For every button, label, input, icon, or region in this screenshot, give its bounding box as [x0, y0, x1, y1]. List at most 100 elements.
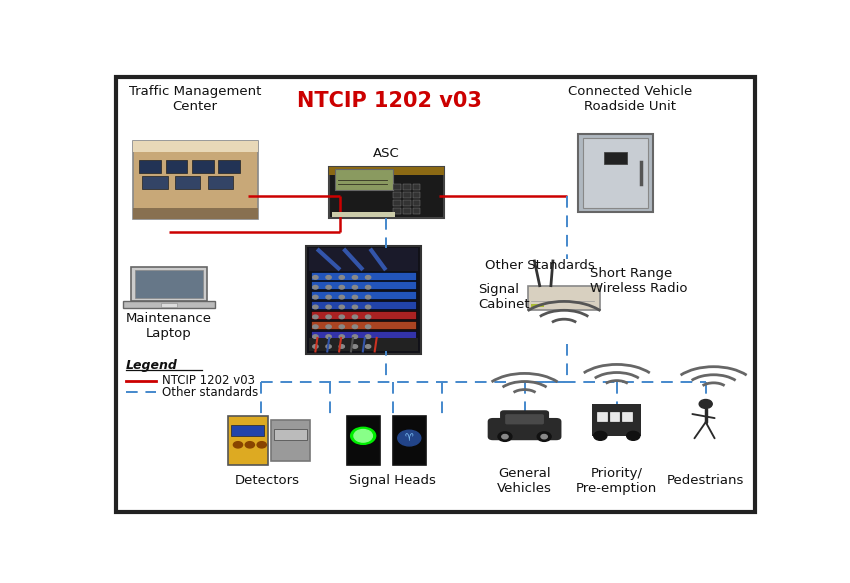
FancyBboxPatch shape: [208, 176, 234, 189]
Circle shape: [366, 325, 371, 329]
FancyBboxPatch shape: [393, 192, 400, 198]
Text: Signal
Cabinet: Signal Cabinet: [479, 283, 530, 311]
FancyBboxPatch shape: [403, 184, 411, 189]
FancyBboxPatch shape: [309, 338, 417, 352]
Text: Other Standards: Other Standards: [485, 259, 595, 272]
FancyBboxPatch shape: [133, 141, 258, 219]
FancyBboxPatch shape: [412, 200, 421, 206]
Circle shape: [626, 431, 640, 440]
FancyBboxPatch shape: [583, 138, 648, 208]
FancyBboxPatch shape: [609, 412, 620, 422]
FancyBboxPatch shape: [311, 292, 416, 299]
Text: Priority/
Pre-emption: Priority/ Pre-emption: [576, 467, 657, 495]
Circle shape: [339, 296, 344, 299]
Circle shape: [339, 325, 344, 329]
Circle shape: [502, 434, 508, 439]
FancyBboxPatch shape: [412, 208, 421, 214]
Circle shape: [326, 276, 332, 279]
Circle shape: [246, 442, 254, 448]
FancyBboxPatch shape: [133, 141, 258, 152]
Circle shape: [398, 430, 421, 446]
Circle shape: [352, 276, 358, 279]
Text: Traffic Management
Center: Traffic Management Center: [129, 85, 261, 113]
Circle shape: [313, 276, 318, 279]
Circle shape: [352, 315, 358, 319]
Text: ♈: ♈: [405, 433, 414, 443]
Circle shape: [366, 315, 371, 319]
Circle shape: [339, 305, 344, 309]
Circle shape: [498, 432, 512, 441]
Circle shape: [313, 286, 318, 289]
Circle shape: [351, 427, 376, 444]
Circle shape: [352, 296, 358, 299]
Circle shape: [352, 286, 358, 289]
FancyBboxPatch shape: [604, 152, 627, 164]
Circle shape: [313, 335, 318, 338]
Circle shape: [354, 430, 372, 442]
Text: Detectors: Detectors: [235, 474, 300, 487]
Circle shape: [257, 442, 266, 448]
FancyBboxPatch shape: [309, 248, 417, 271]
Circle shape: [326, 305, 332, 309]
Circle shape: [366, 335, 371, 338]
Circle shape: [326, 335, 332, 338]
FancyBboxPatch shape: [403, 200, 411, 206]
Circle shape: [366, 345, 371, 348]
Text: ASC: ASC: [373, 146, 399, 160]
FancyBboxPatch shape: [403, 208, 411, 214]
Circle shape: [326, 325, 332, 329]
FancyBboxPatch shape: [231, 424, 264, 436]
Circle shape: [366, 276, 371, 279]
Text: Pedestrians: Pedestrians: [667, 474, 745, 487]
Circle shape: [366, 286, 371, 289]
Circle shape: [326, 296, 332, 299]
FancyBboxPatch shape: [311, 282, 416, 290]
FancyBboxPatch shape: [347, 416, 380, 465]
Circle shape: [326, 286, 332, 289]
FancyBboxPatch shape: [597, 412, 607, 422]
Circle shape: [326, 315, 332, 319]
FancyBboxPatch shape: [161, 303, 177, 307]
Circle shape: [313, 305, 318, 309]
Text: Short Range
Wireless Radio: Short Range Wireless Radio: [591, 267, 688, 295]
FancyBboxPatch shape: [403, 192, 411, 198]
Circle shape: [313, 345, 318, 348]
Text: Connected Vehicle
Roadside Unit: Connected Vehicle Roadside Unit: [568, 85, 692, 113]
Circle shape: [352, 345, 358, 348]
FancyBboxPatch shape: [311, 321, 416, 329]
FancyBboxPatch shape: [131, 268, 207, 301]
Circle shape: [366, 305, 371, 309]
FancyBboxPatch shape: [393, 200, 400, 206]
Circle shape: [339, 315, 344, 319]
FancyBboxPatch shape: [393, 416, 426, 465]
Text: General
Vehicles: General Vehicles: [497, 467, 552, 495]
Circle shape: [352, 335, 358, 338]
FancyBboxPatch shape: [332, 212, 395, 217]
FancyBboxPatch shape: [329, 167, 444, 175]
FancyBboxPatch shape: [135, 270, 203, 298]
Text: Legend: Legend: [126, 359, 178, 372]
Circle shape: [352, 305, 358, 309]
Circle shape: [339, 335, 344, 338]
FancyBboxPatch shape: [143, 176, 167, 189]
Circle shape: [593, 431, 607, 440]
Text: Signal Heads: Signal Heads: [349, 474, 436, 487]
Text: NTCIP 1202 v03: NTCIP 1202 v03: [298, 92, 482, 111]
FancyBboxPatch shape: [622, 412, 632, 422]
Circle shape: [366, 296, 371, 299]
FancyBboxPatch shape: [592, 405, 642, 436]
FancyBboxPatch shape: [335, 168, 393, 190]
Circle shape: [313, 325, 318, 329]
Circle shape: [541, 434, 547, 439]
FancyBboxPatch shape: [271, 420, 310, 461]
Circle shape: [352, 325, 358, 329]
FancyBboxPatch shape: [275, 429, 307, 440]
Circle shape: [234, 442, 242, 448]
FancyBboxPatch shape: [531, 304, 544, 307]
FancyBboxPatch shape: [218, 160, 240, 173]
Circle shape: [313, 315, 318, 319]
FancyBboxPatch shape: [133, 208, 258, 219]
FancyBboxPatch shape: [505, 414, 544, 424]
FancyBboxPatch shape: [500, 410, 549, 427]
Text: NTCIP 1202 v03: NTCIP 1202 v03: [162, 374, 255, 387]
